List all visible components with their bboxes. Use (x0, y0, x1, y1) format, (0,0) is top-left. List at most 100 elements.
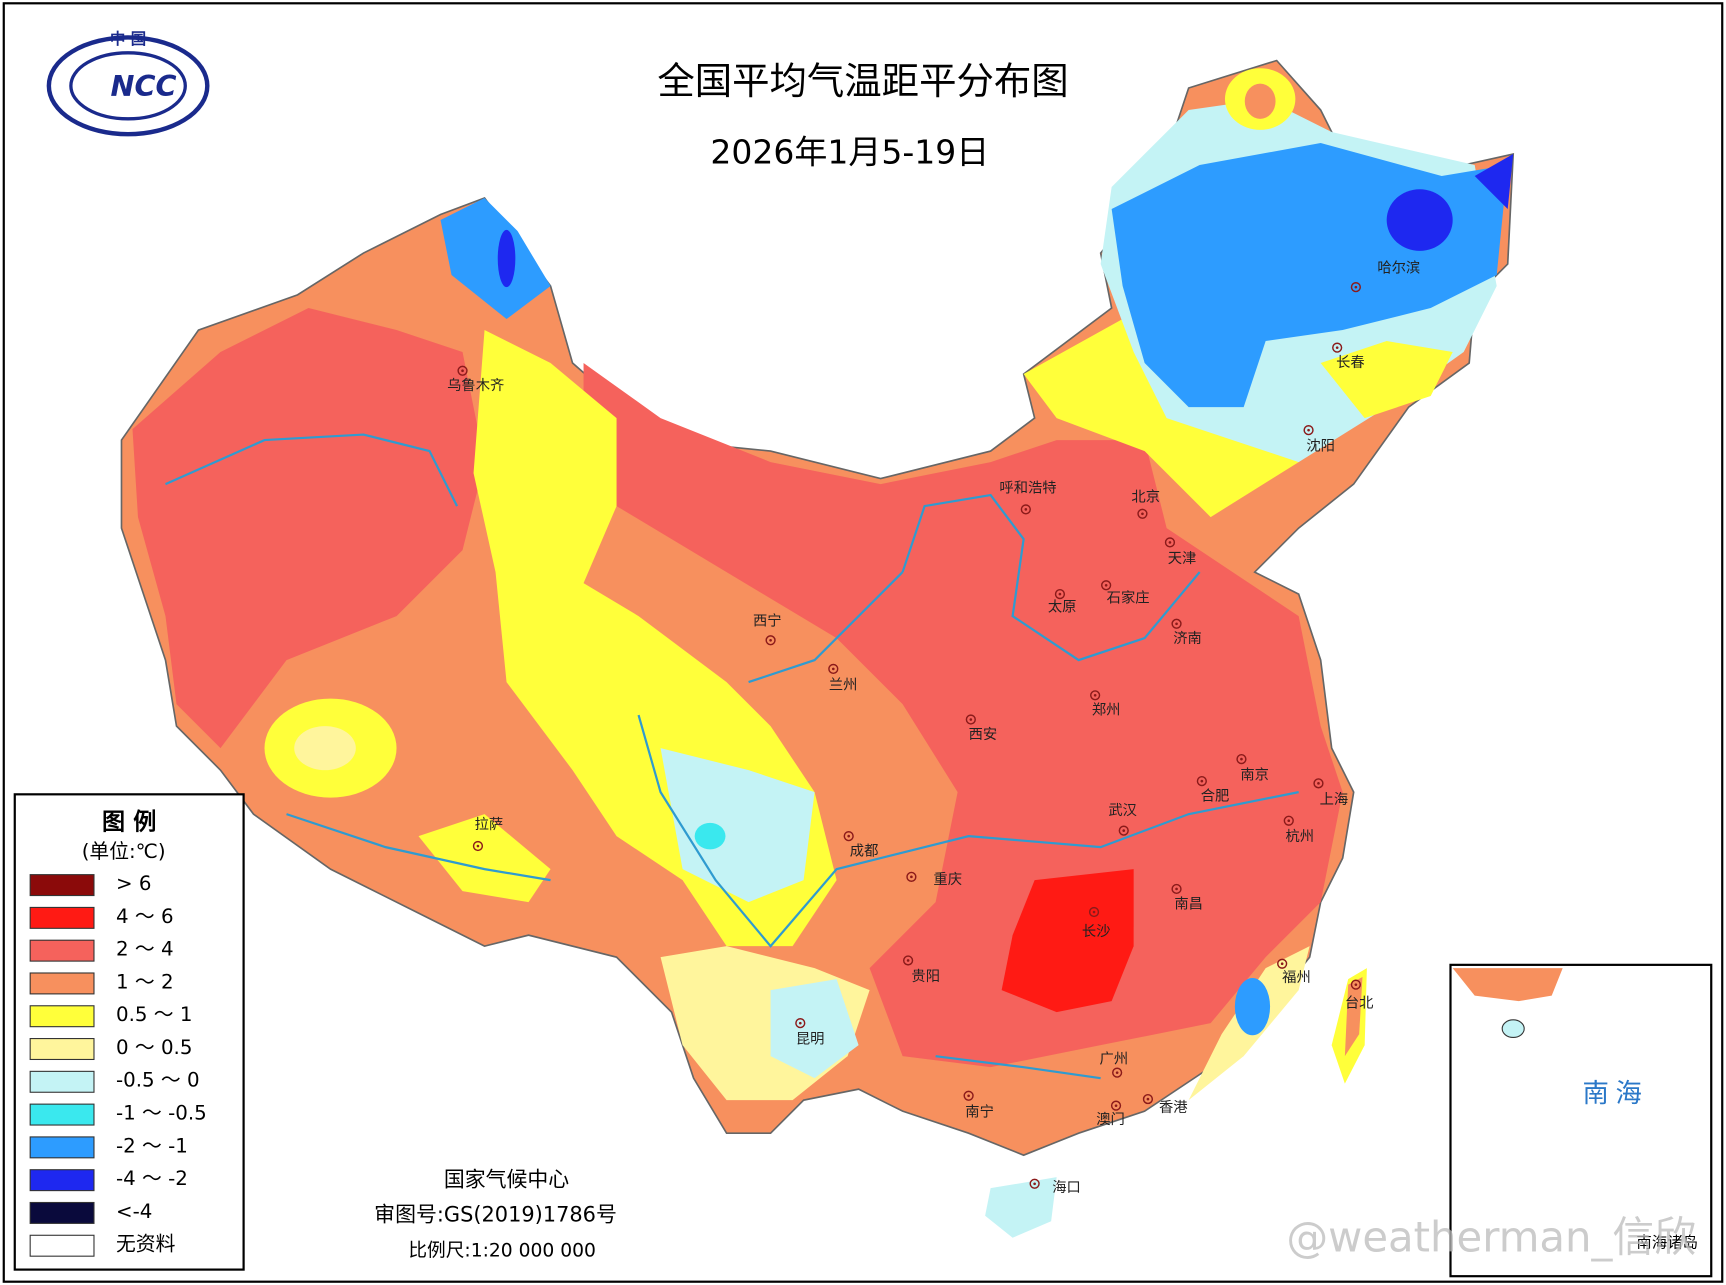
city-marker (1020, 504, 1031, 515)
city-marker (1171, 618, 1182, 629)
legend-label: 1 ～ 2 (116, 970, 174, 993)
city-label: 太原 (1048, 598, 1077, 615)
city-label: 海口 (1052, 1179, 1081, 1196)
city-dot (1058, 592, 1062, 596)
city-label: 西宁 (753, 613, 782, 630)
city-dot (1175, 887, 1178, 891)
temperature-regions (120, 59, 1515, 1238)
legend-unit: (单位:℃) (82, 840, 166, 863)
legend: 图 例 (单位:℃) > 6 4 ～ 6 2 ～ 4 1 ～ 2 0.5 ～ 1 0 ～ … (13, 793, 245, 1271)
city-marker (1112, 1067, 1123, 1078)
city-label: 郑州 (1092, 702, 1121, 719)
logo: 中 国 NCC (46, 29, 210, 137)
city-marker (1090, 690, 1101, 701)
legend-label: 2 ～ 4 (116, 938, 174, 961)
legend-swatch (29, 1005, 95, 1028)
city-label: 天津 (1168, 550, 1197, 567)
city-label: 北京 (1131, 488, 1160, 505)
city-dot (1317, 782, 1320, 785)
city-label: 济南 (1173, 630, 1202, 647)
city-label: 乌鲁木齐 (447, 377, 504, 394)
watermark: @weatherman_信欣 (1286, 1212, 1696, 1261)
city-dot (1122, 829, 1126, 832)
temperature-region (1244, 83, 1276, 119)
city-dot (1335, 346, 1339, 349)
city-marker (457, 365, 468, 376)
city-dot (769, 638, 772, 642)
legend-label: > 6 (116, 872, 151, 895)
city-dot (1287, 819, 1291, 823)
legend-label: 0.5 ～ 1 (116, 1003, 192, 1026)
title: 全国平均气温距平分布图 (657, 59, 1068, 103)
city-marker (472, 840, 484, 852)
legend-label: -4 ～ -2 (116, 1167, 188, 1190)
city-dot (1092, 910, 1096, 914)
legend-swatch (29, 874, 95, 897)
city-dot (1307, 428, 1310, 432)
city-label: 上海 (1320, 791, 1349, 808)
legend-label: 0 ～ 0.5 (116, 1036, 192, 1059)
temperature-region (440, 198, 551, 320)
city-label: 昆明 (796, 1032, 825, 1048)
temperature-region (1023, 319, 1299, 518)
city-dot (1280, 962, 1284, 966)
city-marker (963, 1090, 974, 1101)
inset-label: 南 海 (1583, 1078, 1642, 1108)
footer-scale: 比例尺:1:20 000 000 (408, 1240, 596, 1261)
city-marker (1283, 815, 1294, 826)
city-dot (1114, 1104, 1118, 1107)
city-dot (910, 875, 913, 879)
city-dot (1093, 693, 1097, 697)
city-marker (1088, 906, 1100, 918)
city-label: 沈阳 (1306, 438, 1335, 455)
city-dot (798, 1021, 802, 1025)
city-label: 兰州 (829, 676, 858, 693)
inset-caption: 南海诸岛 (1636, 1234, 1698, 1252)
city-marker (965, 714, 976, 725)
city-dot (1141, 512, 1144, 516)
temperature-region (1452, 968, 1563, 1002)
temperature-region (1001, 869, 1134, 1013)
city-dot (847, 834, 851, 838)
legend-swatch (29, 972, 95, 995)
city-label: 香港 (1159, 1099, 1188, 1116)
temperature-region (770, 979, 859, 1079)
temperature-region (294, 726, 356, 771)
city-dot (1115, 1071, 1119, 1074)
city-marker (902, 955, 914, 966)
city-dot (1354, 983, 1358, 986)
temperature-region (132, 308, 485, 749)
city-dot (461, 369, 464, 373)
legend-swatch (29, 939, 95, 962)
city-marker (795, 1018, 806, 1029)
city-label: 哈尔滨 (1377, 259, 1420, 276)
city-label: 澳门 (1096, 1111, 1125, 1128)
city-marker (1303, 425, 1314, 436)
city-marker (1350, 979, 1361, 990)
temperature-region (660, 748, 815, 903)
legend-swatch (29, 906, 95, 929)
city-label: 合肥 (1201, 788, 1230, 805)
legend-label: 4 ～ 6 (116, 905, 174, 928)
city-marker (1142, 1093, 1154, 1105)
legend-label: 无资料 (116, 1233, 176, 1256)
logo-text: NCC (111, 69, 177, 103)
city-dot (1354, 285, 1358, 289)
legend-title: 图 例 (102, 809, 156, 835)
legend-swatch (29, 1201, 95, 1224)
temperature-region (1320, 341, 1453, 419)
city-marker (1029, 1178, 1040, 1189)
footer-approval: 审图号:GS(2019)1786号 (374, 1203, 617, 1227)
city-label: 拉萨 (475, 816, 504, 833)
city-dot (476, 844, 480, 848)
city-dot (1240, 757, 1243, 761)
city-marker (1164, 537, 1176, 548)
footer-org: 国家气候中心 (444, 1167, 569, 1191)
city-label: 西安 (969, 726, 998, 743)
legend-swatch (29, 1234, 95, 1257)
city-marker (765, 635, 776, 646)
city-marker (1118, 825, 1129, 836)
city-marker (1236, 754, 1247, 765)
city-marker (1101, 580, 1112, 591)
